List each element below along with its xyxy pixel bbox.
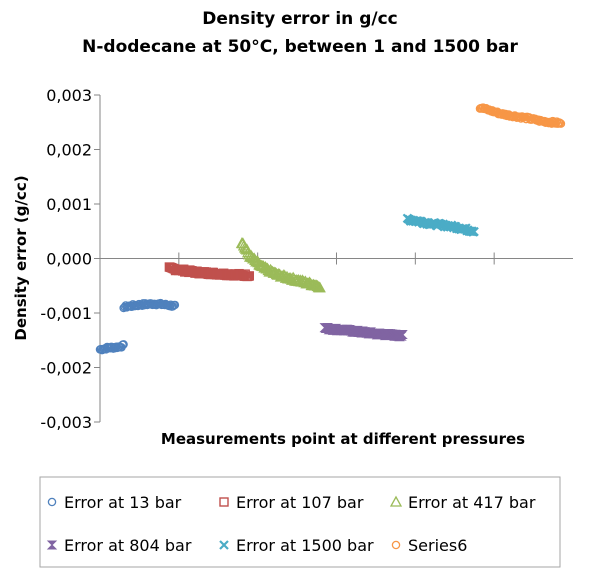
plot-area: 0,003 0,002 0,001 0,000 -0,001 -0,002 -0,003 [40,86,573,432]
y-tick-label: 0,002 [46,141,92,160]
y-tick-label: 0,001 [46,195,92,214]
chart-subtitle: N-dodecane at 50°C, between 1 and 1500 b… [82,37,518,57]
legend-label: Series6 [408,536,467,555]
legend-item: Error at 417 bar [389,493,536,512]
legend-marker [219,540,229,550]
legend-box [39,476,561,568]
legend-marker [47,497,57,507]
legend-label: Error at 13 bar [64,493,182,512]
series-6 [475,103,566,128]
legend-item: Error at 13 bar [47,493,182,512]
x-axis-label: Measurements point at different pressure… [161,430,525,448]
legend-marker [219,497,229,507]
legend-item: Error at 107 bar [219,493,364,512]
data-point [168,302,178,311]
series-5 [402,213,479,237]
data-point [555,118,565,128]
legend-label: Error at 804 bar [64,536,192,555]
legend-item: Series6 [391,536,467,555]
legend-label: Error at 417 bar [408,493,536,512]
data-point [397,330,408,340]
legend-label: Error at 1500 bar [236,536,374,555]
legend-marker [391,540,401,550]
legend: Error at 13 bar Error at 107 bar Error at … [46,493,536,555]
series-4 [319,322,408,342]
data-point [313,281,326,293]
y-tick-label: 0,000 [46,250,92,269]
y-tick-label: -0,001 [40,304,92,323]
series-3 [235,237,326,293]
data-point [119,340,128,349]
y-tick-label: -0,003 [40,413,92,432]
legend-item: Error at 1500 bar [219,536,374,555]
legend-marker [389,495,403,507]
chart-title: Density error in g/cc [202,9,397,29]
series-1 [95,298,180,355]
series-2 [164,262,255,282]
data-point [244,271,255,281]
y-tick-label: -0,002 [40,359,92,378]
legend-marker [46,540,58,550]
y-tick-label: 0,003 [46,86,92,105]
data-point [556,119,566,128]
data-point [469,226,479,237]
legend-label: Error at 107 bar [236,493,364,512]
legend-item: Error at 804 bar [46,536,192,555]
data-point [170,300,180,310]
y-axis-label: Density error (g/cc) [12,175,30,340]
